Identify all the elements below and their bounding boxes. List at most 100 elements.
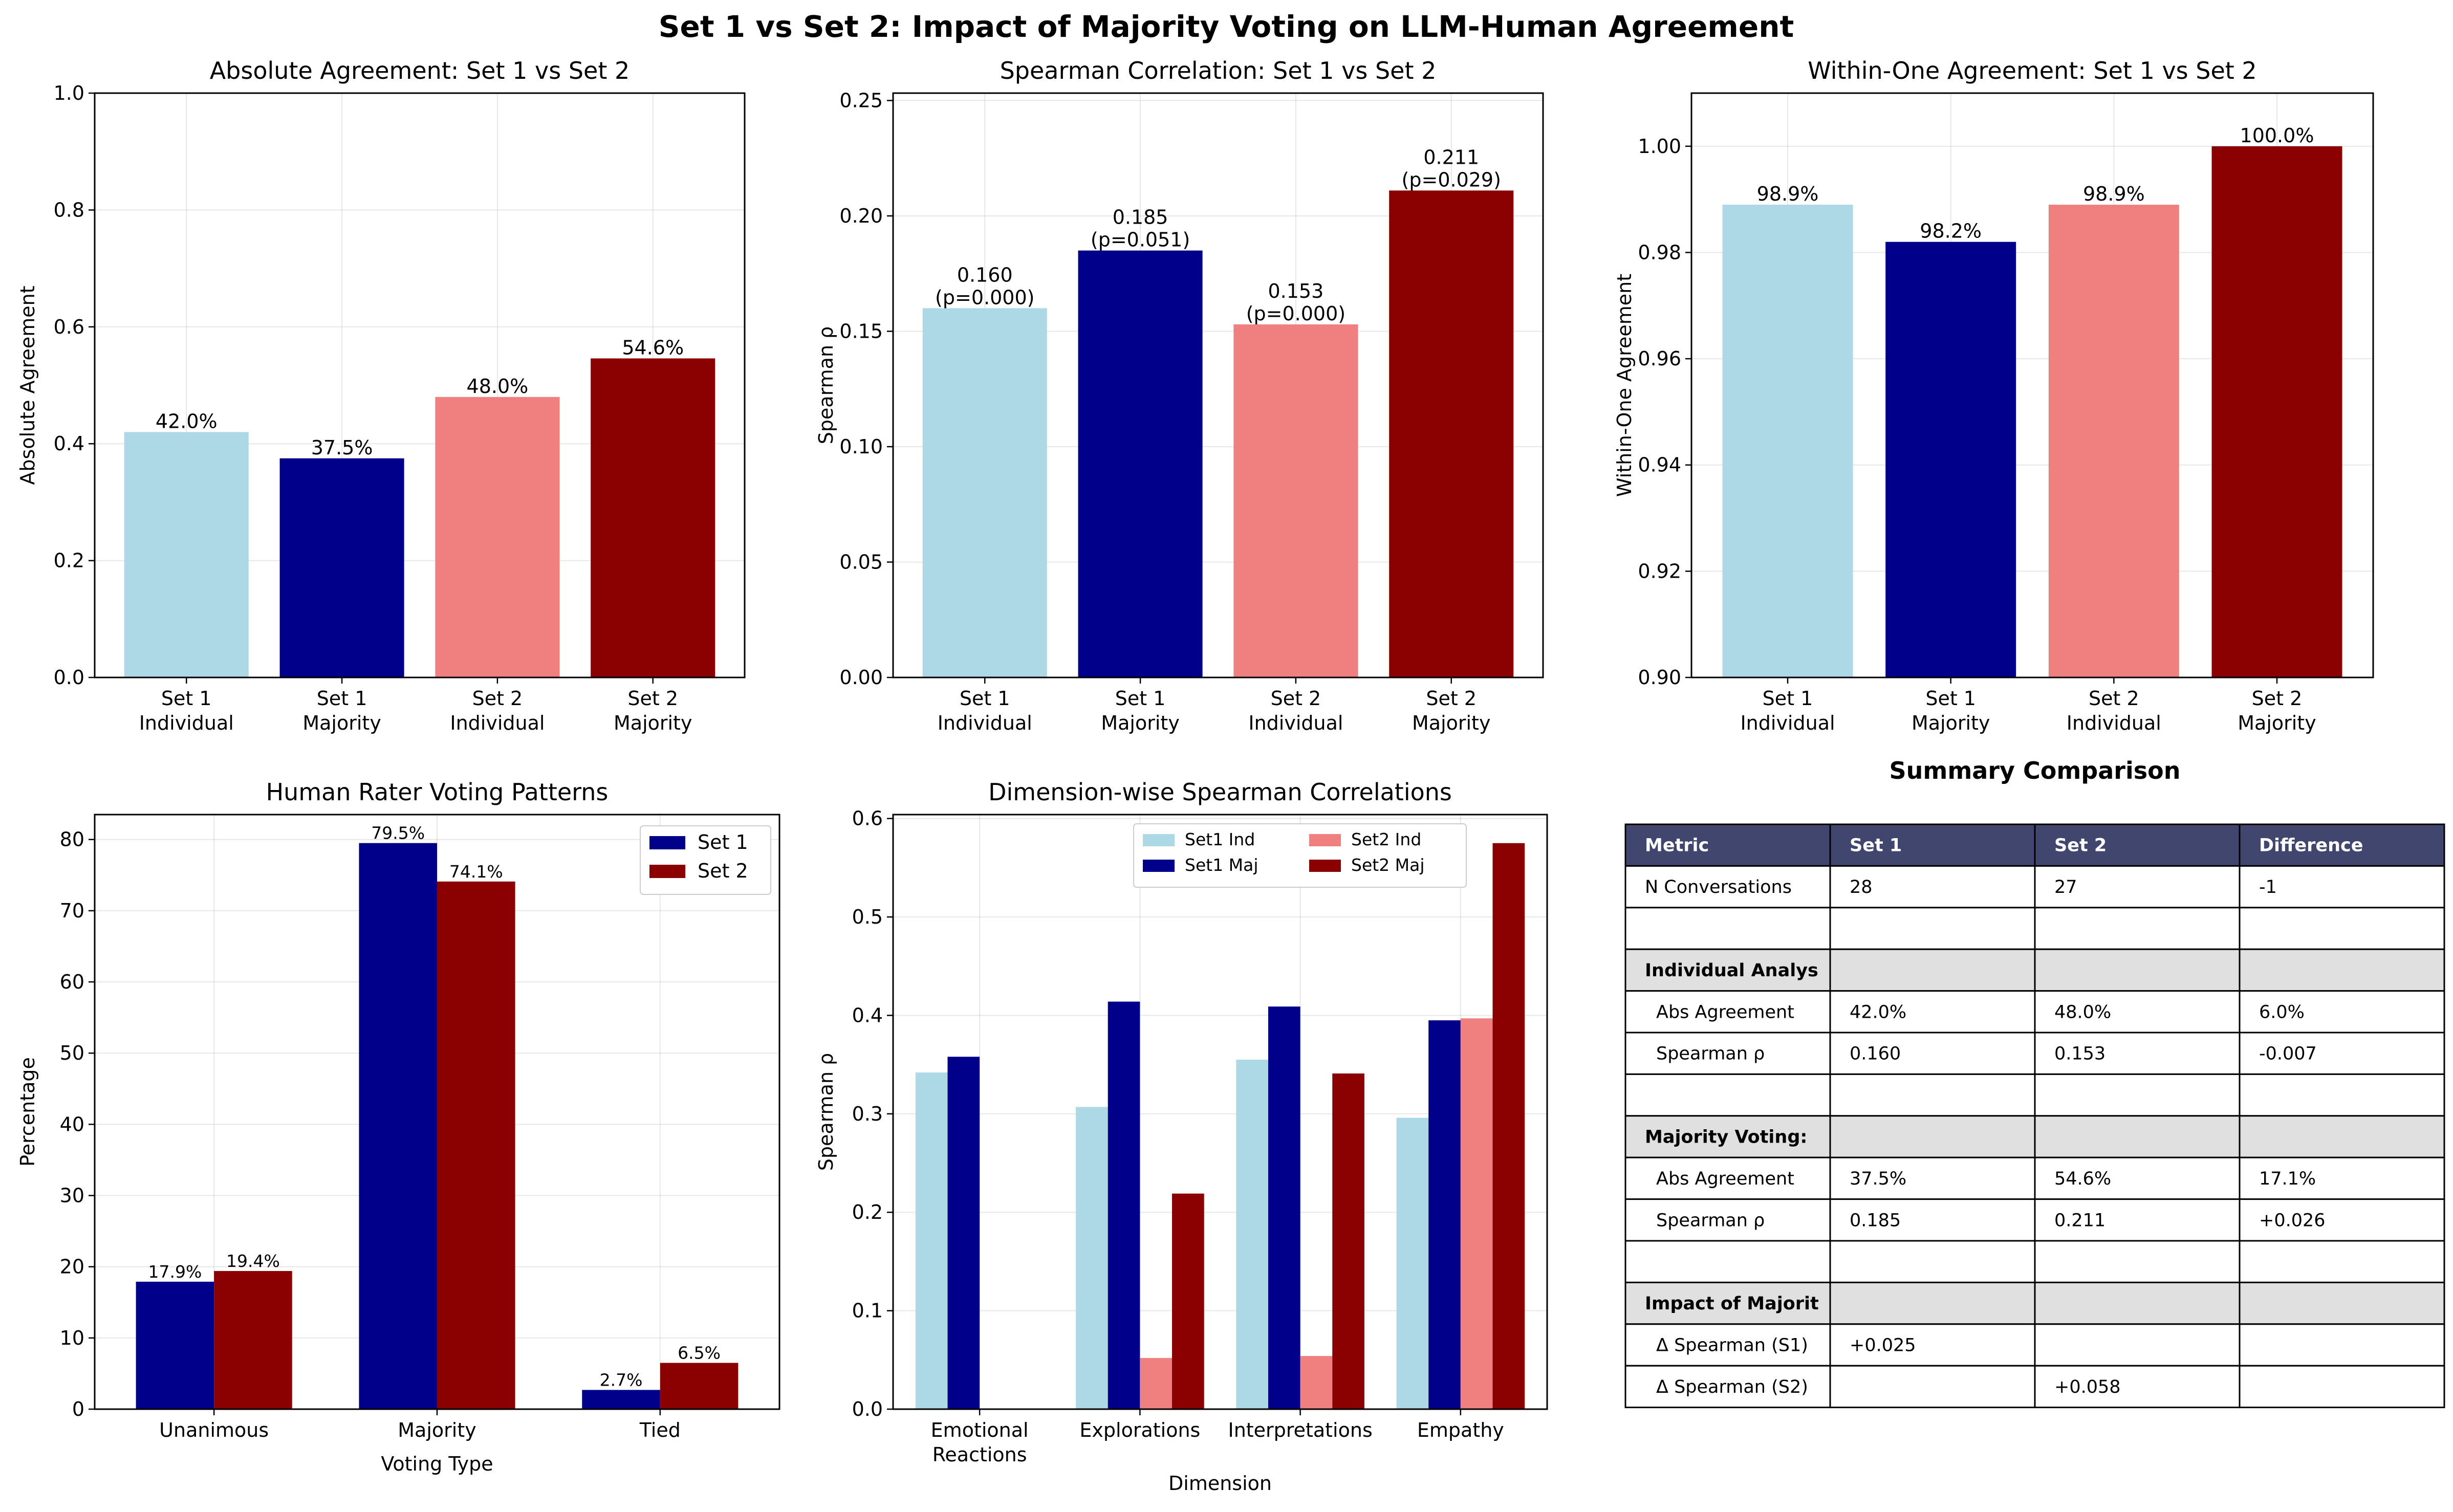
table-cell-text: Spearman ρ: [1656, 1210, 1765, 1231]
table-cell: [2034, 1156, 2241, 1200]
y-axis-label: Spearman ρ: [815, 1053, 837, 1171]
bar-data-label: 0.185 (p=0.051): [1091, 206, 1190, 251]
bar: [359, 843, 437, 1409]
y-tick-label: 20: [60, 1256, 84, 1278]
bar: [922, 308, 1047, 677]
table-cell: [2034, 1281, 2241, 1325]
table-cell-text: 54.6%: [2054, 1169, 2111, 1189]
y-tick-label: 0.0: [54, 666, 84, 689]
table-cell: [1829, 1156, 2036, 1200]
y-tick-label: 0.0: [852, 1398, 883, 1420]
bar: [947, 1057, 980, 1409]
chart-5: 0.0 0.1 0.2 0.3 0.4 0.5 0.6 Dimension-wise Spea…: [815, 778, 1548, 1495]
table-header-text: Difference: [2259, 836, 2363, 856]
bar: [915, 1072, 948, 1409]
x-tick-label: Set 1 Majority: [302, 687, 381, 734]
x-tick-label: Empathy: [1417, 1419, 1504, 1441]
bar-data-label: 79.5%: [371, 823, 425, 843]
bar-data-label: 2.7%: [600, 1370, 643, 1390]
table-cell: [2239, 907, 2445, 950]
legend: Set 1 Set 2: [640, 825, 771, 895]
bar: [124, 432, 249, 677]
table-cell: [1829, 1073, 2036, 1117]
table-cell: [1829, 1240, 2036, 1283]
table-cell-text: 0.211: [2054, 1210, 2105, 1231]
y-tick-label: 0.6: [54, 316, 84, 338]
table-cell: [2239, 1073, 2445, 1117]
table-cell-text: +0.058: [2054, 1377, 2121, 1397]
axes-title: Within-One Agreement: Set 1 vs Set 2: [1808, 57, 2256, 84]
bar: [1428, 1020, 1461, 1409]
table-cell: [2034, 1073, 2241, 1117]
bar: [2211, 146, 2342, 678]
table-cell-text: Majority Voting:: [1645, 1127, 1807, 1148]
x-axis-label: Dimension: [1168, 1472, 1272, 1495]
x-tick-label: Set 2 Individual: [2067, 687, 2161, 734]
y-tick-label: 0.98: [1638, 241, 1681, 264]
table-cell: [2034, 1240, 2241, 1283]
table-cell-text: Individual Analys: [1645, 960, 1818, 981]
table-cell: [1829, 1323, 2036, 1367]
table-cell: [2034, 990, 2241, 1034]
table-header-cell: [1624, 823, 1831, 867]
y-tick-label: 1.0: [54, 82, 84, 104]
table-cell-text: 37.5%: [1850, 1169, 1906, 1189]
bar: [660, 1363, 739, 1409]
bar-data-label: 98.9%: [1757, 183, 1819, 205]
bar: [1078, 250, 1203, 677]
table-cell-text: +0.025: [1850, 1335, 1916, 1356]
table-cell: [2034, 1198, 2241, 1242]
bar: [1233, 324, 1358, 677]
bar: [1076, 1107, 1108, 1409]
table-cell: [1624, 1240, 1831, 1283]
y-axis-label: Within-One Agreement: [1613, 274, 1636, 497]
y-tick-label: 0.2: [852, 1201, 883, 1223]
x-tick-label: Set 1 Individual: [1740, 687, 1835, 734]
y-tick-label: 0.96: [1638, 347, 1681, 370]
y-tick-label: 80: [60, 828, 84, 851]
x-tick-label: Tied: [639, 1419, 681, 1441]
bar: [435, 397, 560, 677]
table-title: Summary Comparison: [1890, 757, 2181, 784]
chart-4: 0 10 20 30 40 50 60 70 80 Human Rater Voting Patt…: [16, 778, 780, 1475]
bar: [1268, 1006, 1300, 1409]
table-cell: [2239, 948, 2445, 992]
bar: [1885, 242, 2016, 677]
bar-data-label: 19.4%: [226, 1251, 280, 1271]
table-cell-text: 0.153: [2054, 1044, 2105, 1064]
legend-swatch: [1309, 860, 1341, 872]
bar: [214, 1271, 292, 1409]
table-cell: [1829, 1115, 2036, 1158]
y-tick-label: 0.92: [1638, 560, 1681, 582]
table-cell: [1829, 865, 2036, 909]
axes-title: Human Rater Voting Patterns: [266, 778, 609, 806]
y-tick-label: 0.94: [1638, 454, 1681, 476]
chart-1: 0.0 0.2 0.4 0.6 0.8 1.0 Absolute Agreement: Se…: [16, 57, 746, 734]
table-cell: [2034, 1115, 2241, 1158]
bar-data-label: 98.9%: [2083, 183, 2145, 205]
y-tick-label: 0.8: [54, 199, 84, 221]
x-tick-label: Emotional Reactions: [931, 1419, 1029, 1466]
table-cell: [1829, 907, 2036, 950]
figure-title: Set 1 vs Set 2: Impact of Majority Votin…: [659, 9, 1794, 44]
table-cell-text: Abs Agreement: [1656, 1169, 1794, 1189]
bar-data-label: 6.5%: [678, 1343, 721, 1363]
x-tick-label: Set 1 Individual: [139, 687, 234, 734]
legend-swatch: [1309, 834, 1341, 846]
table-cell: [2239, 1365, 2445, 1409]
bar-data-label: 0.211 (p=0.029): [1402, 146, 1501, 191]
bar: [582, 1390, 660, 1409]
table-cell: [2034, 1365, 2241, 1409]
table-cell-text: Δ Spearman (S2): [1656, 1377, 1808, 1397]
y-axis-label: Absolute Agreement: [16, 286, 39, 485]
table-cell-text: Spearman ρ: [1656, 1044, 1765, 1064]
y-tick-label: 50: [60, 1042, 84, 1064]
y-tick-label: 1.00: [1638, 135, 1681, 158]
x-tick-label: Explorations: [1079, 1419, 1200, 1441]
y-tick-label: 0.1: [852, 1300, 883, 1322]
y-tick-label: 60: [60, 971, 84, 993]
y-tick-label: 0.2: [54, 550, 84, 572]
y-tick-label: 30: [60, 1185, 84, 1207]
table-cell: [1624, 948, 1831, 992]
axes-frame: [1690, 92, 2374, 678]
